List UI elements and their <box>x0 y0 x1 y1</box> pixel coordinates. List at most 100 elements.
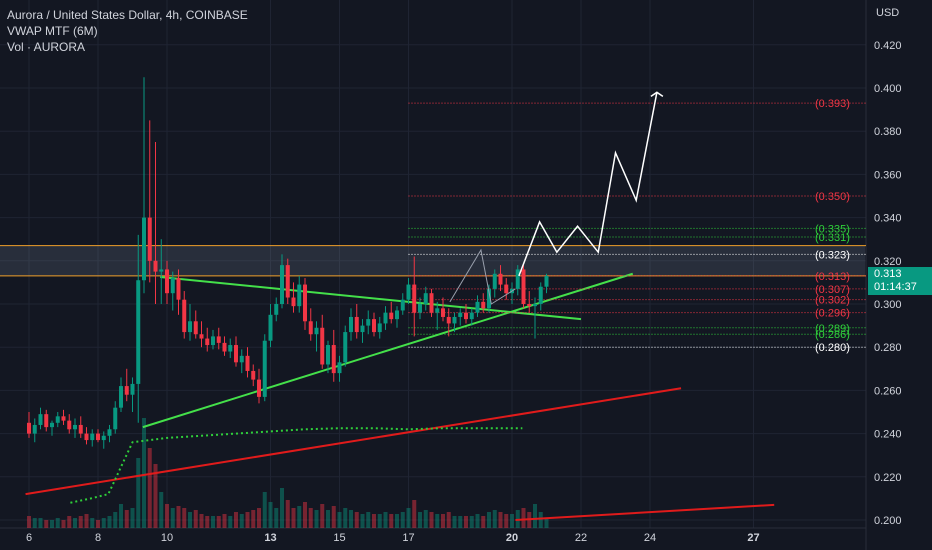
candle-body <box>458 312 463 317</box>
vwap-indicator-label[interactable]: VWAP MTF (6M) <box>7 24 98 38</box>
level-label: (0.280) <box>815 342 850 354</box>
candle-body <box>383 312 388 324</box>
currency-label: USD <box>876 7 900 19</box>
candle-body <box>337 362 342 374</box>
price-tick-label: 0.300 <box>874 299 902 311</box>
level-label: (0.289) <box>815 323 850 335</box>
volume-bar <box>469 516 474 528</box>
candle-body <box>274 304 279 315</box>
candle-body <box>418 304 423 313</box>
volume-bar <box>446 512 451 528</box>
candle-body <box>435 308 440 313</box>
level-label: (0.331) <box>815 232 850 244</box>
candle-body <box>61 416 66 421</box>
volume-bar <box>32 518 37 528</box>
candle-body <box>199 334 204 339</box>
price-tick-label: 0.320 <box>874 256 902 268</box>
candle-body <box>406 284 411 300</box>
volume-bar <box>360 514 365 528</box>
level-label: (0.286) <box>815 329 850 341</box>
volume-indicator-label[interactable]: Vol · AURORA <box>7 40 86 54</box>
volume-bar <box>262 492 267 528</box>
volume-bar <box>55 518 60 528</box>
volume-bar <box>182 508 187 528</box>
candle-body <box>228 345 233 352</box>
candle-body <box>44 414 49 428</box>
candle-body <box>441 308 446 317</box>
bar-countdown: 01:14:37 <box>874 281 917 293</box>
price-tick-label: 0.360 <box>874 169 902 181</box>
volume-bar <box>107 516 112 528</box>
volume-bar <box>268 502 273 528</box>
volume-bar <box>274 508 279 528</box>
volume-bar <box>400 512 405 528</box>
volume-bar <box>147 448 152 528</box>
last-price-badge: 0.313 01:14:37 <box>868 267 932 295</box>
volume-bar <box>188 512 193 528</box>
time-tick-label: 8 <box>95 532 101 544</box>
level-label: (0.393) <box>815 98 850 110</box>
candle-body <box>147 217 152 261</box>
price-tick-label: 0.280 <box>874 342 902 354</box>
candle-body <box>538 286 543 304</box>
volume-bar <box>308 508 313 528</box>
volume-bar <box>113 512 118 528</box>
candle-body <box>349 316 354 333</box>
volume-bar <box>159 492 164 528</box>
candle-body <box>377 323 382 333</box>
volume-bar <box>211 516 216 528</box>
volume-bar <box>492 510 497 528</box>
volume-bar <box>239 514 244 528</box>
volume-bar <box>458 516 463 528</box>
trendline-long-up-2 <box>515 503 775 521</box>
projection-arrowhead <box>650 91 664 97</box>
level-label: (0.313) <box>815 271 850 283</box>
volume-bar <box>481 516 486 528</box>
volume-bar <box>130 508 135 528</box>
volume-bar <box>320 504 325 528</box>
candle-body <box>142 217 147 281</box>
candle-body <box>32 424 37 434</box>
volume-bar <box>245 512 250 528</box>
time-tick-label: 20 <box>506 532 518 544</box>
candle-body <box>234 345 239 363</box>
candle-body <box>205 338 210 346</box>
candle-body <box>303 284 308 322</box>
candle-body <box>222 342 227 352</box>
price-tick-label: 0.260 <box>874 385 902 397</box>
volume-bar <box>349 510 354 528</box>
candle-body <box>136 280 141 384</box>
candle-body <box>326 345 331 365</box>
volume-bar <box>423 510 428 528</box>
candle-body <box>176 278 181 300</box>
candle-body <box>27 422 31 434</box>
candle-body <box>257 379 262 397</box>
candle-body <box>395 310 400 320</box>
volume-bar <box>389 514 394 528</box>
volume-bar <box>406 508 411 528</box>
level-label: (0.335) <box>815 223 850 235</box>
candle-body <box>90 433 95 441</box>
time-tick-label: 27 <box>747 532 759 544</box>
candle-body <box>320 327 325 365</box>
volume-bar <box>487 512 492 528</box>
volume-bar <box>124 510 129 528</box>
volume-bar <box>205 516 210 528</box>
volume-bar <box>101 518 106 528</box>
candle-body <box>481 301 486 309</box>
volume-bar <box>234 512 239 528</box>
candle-body <box>423 293 428 304</box>
candle-body <box>78 424 83 434</box>
candle-body <box>130 383 135 395</box>
time-tick-label: 24 <box>644 532 656 544</box>
time-tick-label: 17 <box>402 532 414 544</box>
volume-bar <box>67 516 72 528</box>
symbol-title[interactable]: Aurora / United States Dollar, 4h, COINB… <box>7 8 248 22</box>
volume-bar <box>136 458 141 528</box>
candle-body <box>400 299 405 311</box>
volume-bar <box>337 512 342 528</box>
candle-body <box>533 304 538 307</box>
volume-bar <box>435 514 440 528</box>
volume-bar <box>170 508 175 528</box>
